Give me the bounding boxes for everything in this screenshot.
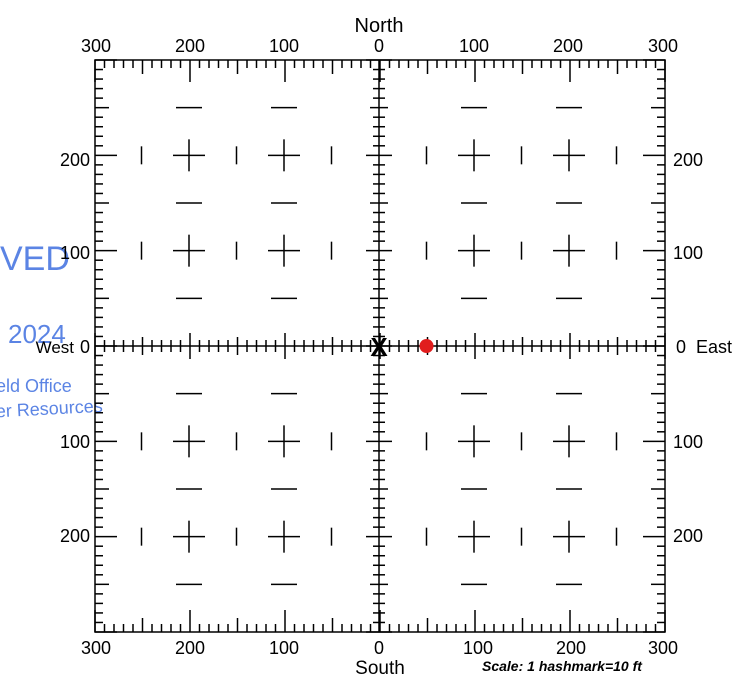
received-stamp: VED 2024 eld Office er Resources	[0, 240, 103, 421]
bottom-tick-label: 100	[269, 638, 299, 658]
right-tick-label: 100	[673, 243, 703, 263]
bottom-tick-label: 200	[556, 638, 586, 658]
east-label: East	[696, 337, 732, 357]
stamp-line-4: er Resources	[0, 396, 103, 422]
right-tick-label: 200	[673, 526, 703, 546]
well-location-dot	[419, 339, 434, 353]
left-tick-label: 100	[60, 243, 90, 263]
top-tick-label: 300	[648, 36, 678, 56]
top-tick-label: 100	[459, 36, 489, 56]
hashmarks	[94, 59, 666, 633]
bottom-tick-label: 100	[463, 638, 493, 658]
stamp-line-3: eld Office	[0, 376, 72, 396]
bottom-tick-label: 300	[648, 638, 678, 658]
stamp-line-2: 2024	[8, 319, 66, 349]
origin-x-marker: X	[370, 332, 388, 362]
bottom-tick-label: 300	[81, 638, 111, 658]
north-label: North	[355, 15, 404, 37]
right-tick-label: 100	[673, 432, 703, 452]
left-tick-label: 200	[60, 150, 90, 170]
top-tick-label: 200	[175, 36, 205, 56]
bottom-tick-label: 200	[175, 638, 205, 658]
right-tick-label: 0	[676, 337, 686, 357]
left-tick-label: 0	[80, 337, 90, 357]
top-tick-label: 300	[81, 36, 111, 56]
top-tick-label: 0	[374, 36, 384, 56]
left-tick-label: 200	[60, 526, 90, 546]
stamp-line-1: VED	[0, 240, 70, 278]
south-label: South	[355, 658, 405, 679]
grid-crosses	[140, 106, 618, 586]
right-tick-label: 200	[673, 150, 703, 170]
bottom-tick-label: 0	[374, 638, 384, 658]
top-tick-label: 100	[269, 36, 299, 56]
top-tick-label: 200	[553, 36, 583, 56]
left-tick-label: 100	[60, 432, 90, 452]
scale-note: Scale: 1 hashmark=10 ft	[482, 658, 643, 674]
west-label: West	[36, 338, 75, 357]
